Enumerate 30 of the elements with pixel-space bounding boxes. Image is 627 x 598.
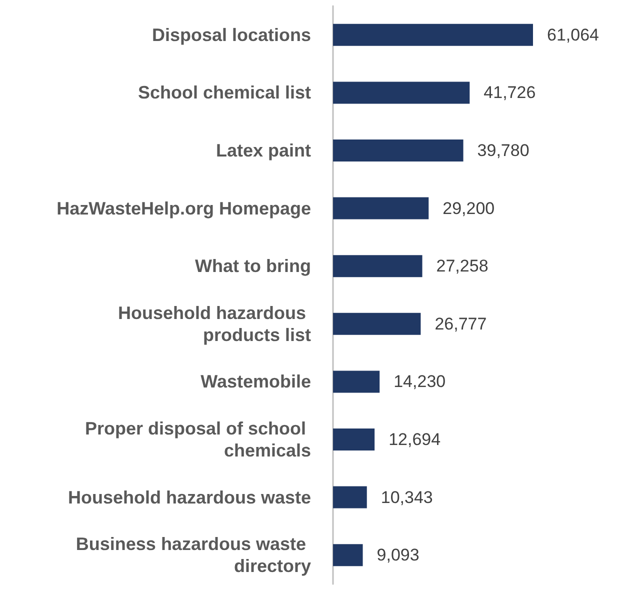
data-label: 14,230 (394, 372, 446, 392)
data-label: 10,343 (380, 488, 433, 507)
bar (333, 486, 367, 508)
y-tick-label: Disposal locations (152, 24, 311, 45)
data-label: 9,093 (376, 546, 420, 565)
y-tick-label: School chemical list (138, 82, 311, 103)
data-label: 61,064 (547, 25, 599, 44)
bar (333, 82, 470, 104)
y-tick-label: What to bring (195, 256, 311, 276)
bar (333, 140, 464, 162)
data-label: 26,777 (434, 314, 487, 334)
bar (333, 255, 422, 278)
y-tick-label: Household hazardous products list (118, 302, 311, 345)
y-tick-label: Proper disposal of school chemicals (84, 418, 311, 460)
y-tick-label: HazWasteHelp.org Homepage (56, 198, 311, 218)
bar (333, 428, 375, 450)
y-tick-label: Wastemobile (200, 372, 311, 392)
data-label: 39,780 (477, 141, 530, 160)
bar (333, 544, 363, 566)
bar (333, 312, 421, 335)
bar (333, 24, 533, 46)
y-tick-label: Household hazardous waste (68, 487, 311, 508)
bar (333, 370, 380, 393)
data-label: 41,726 (484, 83, 536, 102)
data-label: 27,258 (436, 256, 488, 276)
y-tick-label: Business hazardous waste directory (76, 534, 311, 576)
y-tick-label: Latex paint (216, 140, 311, 160)
bar (333, 197, 429, 220)
data-label: 12,694 (388, 430, 441, 449)
data-label: 29,200 (442, 198, 495, 218)
